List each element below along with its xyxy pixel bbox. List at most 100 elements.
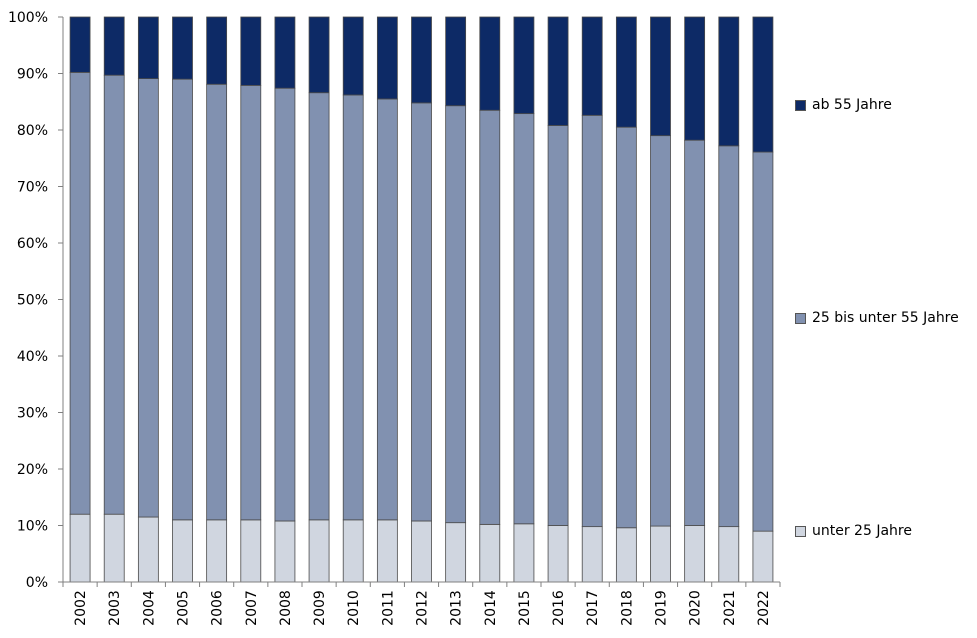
x-tick-label-2016: 2016: [551, 590, 567, 626]
bar-segment-2016-s1: [547, 125, 569, 526]
bar-segment-2021-s0: [718, 526, 740, 583]
legend-item-unter-25: unter 25 Jahre: [795, 523, 912, 539]
bar-segment-2015-s1: [513, 113, 535, 525]
bar-segment-2012-s1: [411, 102, 432, 522]
x-tick-label-2018: 2018: [619, 590, 635, 626]
x-tick-label-2003: 2003: [107, 590, 123, 626]
bar-segment-2018-s1: [615, 126, 637, 529]
bar-segment-2011-s2: [376, 16, 398, 100]
x-tick-label-2011: 2011: [380, 590, 396, 626]
bar-segment-2003-s2: [103, 16, 125, 76]
y-tick-label-4: 40%: [17, 349, 48, 365]
bar-segment-2011-s0: [376, 519, 398, 583]
bar-segment-2009-s2: [308, 16, 330, 94]
bar-segment-2014-s1: [479, 109, 501, 525]
x-tick-label-2005: 2005: [176, 590, 192, 626]
bar-segment-2015-s2: [513, 16, 535, 115]
bar-segment-2017-s0: [581, 526, 603, 583]
y-tick-label-3: 30%: [17, 406, 48, 422]
bar-segment-2021-s1: [718, 145, 740, 528]
bar-segment-2014-s2: [479, 16, 501, 111]
x-tick-label-2015: 2015: [517, 590, 533, 626]
bar-segment-2020-s0: [684, 525, 706, 583]
x-tick-label-2013: 2013: [449, 590, 465, 626]
bar-segment-2010-s0: [342, 519, 364, 583]
bar-segment-2008-s1: [274, 87, 296, 522]
x-tick-label-2014: 2014: [483, 590, 499, 626]
legend-item-ab-55: ab 55 Jahre: [795, 97, 892, 113]
bar-segment-2016-s0: [547, 525, 569, 583]
y-tick-label-6: 60%: [17, 236, 48, 252]
bar-segment-2012-s2: [411, 16, 432, 104]
x-tick-label-2021: 2021: [722, 590, 738, 626]
bar-segment-2015-s0: [513, 523, 535, 583]
bar-segment-2004-s1: [137, 78, 159, 518]
x-tick-label-2022: 2022: [756, 590, 772, 626]
y-tick-label-0: 0%: [26, 575, 48, 591]
y-tick-label-9: 90%: [17, 67, 48, 83]
bar-segment-2022-s1: [752, 151, 774, 532]
bar-segment-2003-s1: [103, 74, 125, 515]
y-tick-label-5: 50%: [17, 293, 48, 309]
bar-segment-2019-s1: [650, 135, 671, 527]
legend-label-25-bis-55: 25 bis unter 55 Jahre: [812, 310, 959, 326]
x-tick-label-2008: 2008: [278, 590, 294, 626]
x-tick-label-2012: 2012: [415, 590, 431, 626]
bar-segment-2022-s2: [752, 16, 774, 153]
bar-segment-2008-s0: [274, 520, 296, 583]
bar-segment-2020-s2: [684, 16, 706, 141]
bar-segment-2018-s2: [615, 16, 637, 128]
bar-segment-2004-s0: [137, 516, 159, 583]
legend-label-unter-25: unter 25 Jahre: [812, 523, 912, 539]
x-tick-label-2006: 2006: [210, 590, 226, 626]
bar-segment-2020-s1: [684, 139, 706, 526]
x-tick-label-2017: 2017: [585, 590, 601, 626]
bar-segment-2002-s0: [69, 513, 91, 583]
bar-segment-2013-s1: [445, 105, 467, 524]
bar-segment-2019-s0: [650, 525, 671, 583]
x-tick-label-2007: 2007: [244, 590, 260, 626]
bar-segment-2012-s0: [411, 520, 432, 583]
bar-segment-2006-s1: [206, 83, 228, 521]
bar-segment-2002-s2: [69, 16, 91, 73]
legend-swatch-unter-25: [795, 525, 806, 537]
x-tick-label-2009: 2009: [312, 590, 328, 626]
bar-segment-2010-s1: [342, 94, 364, 521]
bar-segment-2014-s0: [479, 523, 501, 583]
legend-label-ab-55: ab 55 Jahre: [812, 97, 892, 113]
x-tick-label-2004: 2004: [141, 590, 157, 626]
bar-segment-2005-s0: [172, 519, 193, 583]
bar-segment-2002-s1: [69, 71, 91, 515]
bar-segment-2017-s1: [581, 114, 603, 528]
bar-segment-2016-s2: [547, 16, 569, 126]
legend-item-25-bis-55: 25 bis unter 55 Jahre: [795, 310, 959, 326]
legend-swatch-ab-55: [795, 99, 806, 111]
bar-segment-2021-s2: [718, 16, 740, 147]
bar-segment-2013-s0: [445, 522, 467, 583]
bar-segment-2011-s1: [376, 98, 398, 521]
bar-segment-2017-s2: [581, 16, 603, 116]
bar-segment-2010-s2: [342, 16, 364, 96]
y-tick-label-10: 100%: [8, 10, 48, 26]
bar-segment-2005-s2: [172, 16, 193, 80]
legend-swatch-25-bis-55: [795, 312, 806, 324]
bar-segment-2005-s1: [172, 78, 193, 521]
x-tick-label-2019: 2019: [654, 590, 670, 626]
bar-segment-2008-s2: [274, 16, 296, 89]
bar-segment-2003-s0: [103, 513, 125, 583]
y-tick-label-1: 10%: [17, 519, 48, 535]
y-tick-label-7: 70%: [17, 180, 48, 196]
bar-segment-2006-s2: [206, 16, 228, 85]
y-tick-label-8: 80%: [17, 123, 48, 139]
bar-segment-2007-s1: [240, 84, 262, 521]
bar-segment-2009-s1: [308, 92, 330, 521]
bar-segment-2013-s2: [445, 16, 467, 107]
x-tick-label-2002: 2002: [73, 590, 89, 626]
bar-segment-2019-s2: [650, 16, 671, 137]
bar-segment-2022-s0: [752, 530, 774, 583]
x-tick-label-2010: 2010: [346, 590, 362, 626]
x-tick-label-2020: 2020: [688, 590, 704, 626]
bar-segment-2018-s0: [615, 527, 637, 583]
bar-segment-2007-s0: [240, 519, 262, 583]
